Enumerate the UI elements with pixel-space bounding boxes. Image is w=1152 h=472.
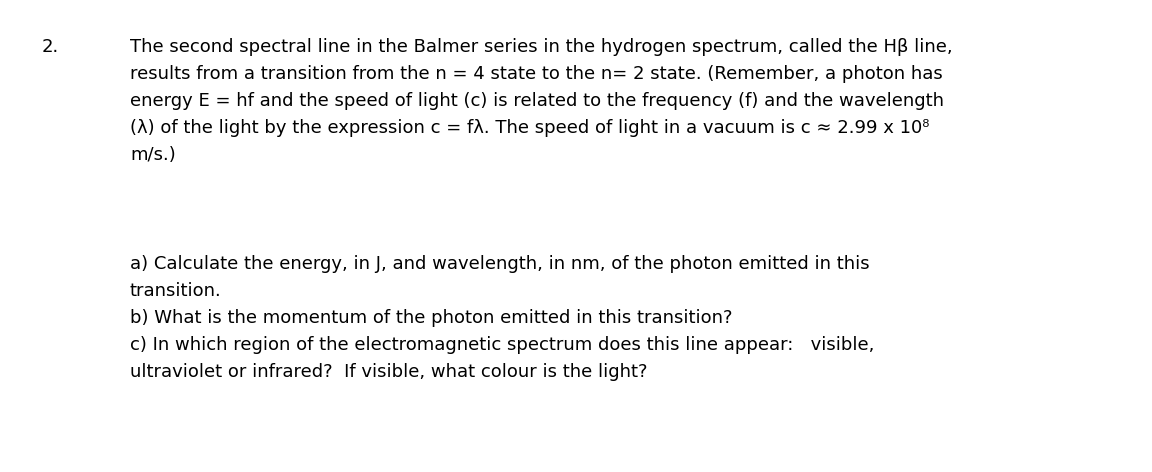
Text: (λ) of the light by the expression c = fλ. The speed of light in a vacuum is c ≈: (λ) of the light by the expression c = f…: [130, 119, 930, 137]
Text: ultraviolet or infrared?  If visible, what colour is the light?: ultraviolet or infrared? If visible, wha…: [130, 363, 647, 381]
Text: transition.: transition.: [130, 282, 221, 300]
Text: c) In which region of the electromagnetic spectrum does this line appear:   visi: c) In which region of the electromagneti…: [130, 336, 874, 354]
Text: energy E = hf and the speed of light (c) is related to the frequency (f) and the: energy E = hf and the speed of light (c)…: [130, 92, 943, 110]
Text: The second spectral line in the Balmer series in the hydrogen spectrum, called t: The second spectral line in the Balmer s…: [130, 38, 953, 56]
Text: b) What is the momentum of the photon emitted in this transition?: b) What is the momentum of the photon em…: [130, 309, 733, 327]
Text: m/s.): m/s.): [130, 146, 176, 164]
Text: 2.: 2.: [41, 38, 59, 56]
Text: a) Calculate the energy, in J, and wavelength, in nm, of the photon emitted in t: a) Calculate the energy, in J, and wavel…: [130, 255, 870, 273]
Text: results from a transition from the n = 4 state to the n= 2 state. (Remember, a p: results from a transition from the n = 4…: [130, 65, 942, 83]
